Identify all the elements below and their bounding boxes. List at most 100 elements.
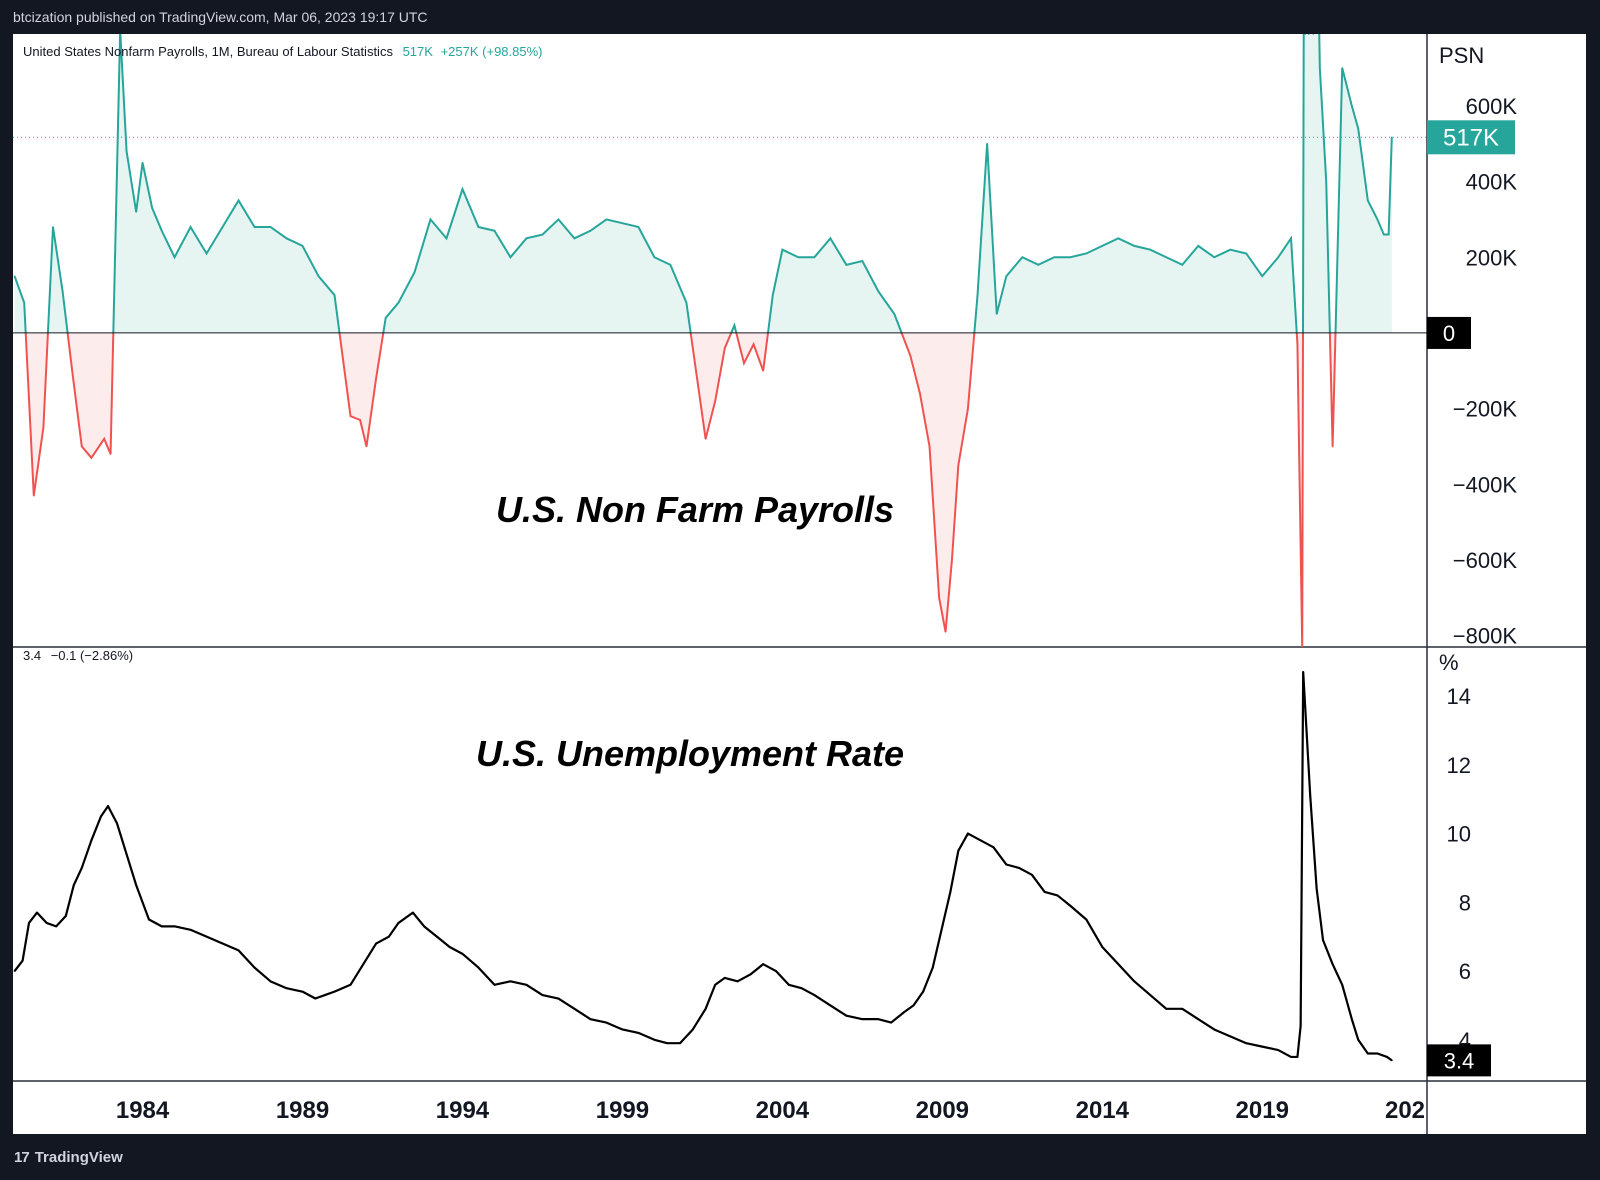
payrolls-point — [1165, 256, 1168, 259]
unemployment-point — [100, 815, 102, 818]
unemployment-point — [107, 805, 109, 807]
payrolls-point — [1367, 199, 1369, 202]
unemployment-point — [160, 925, 163, 928]
unemployment-point — [762, 963, 765, 966]
publication-header: btcization published on TradingView.com,… — [0, 0, 1600, 34]
annotations: U.S. Non Farm Payrolls U.S. Unemployment… — [476, 489, 904, 774]
payrolls-point — [1383, 233, 1385, 236]
chart-frame — [13, 34, 1586, 1134]
payrolls-point — [1301, 646, 1304, 647]
payrolls-point — [743, 362, 745, 365]
unemployment-point — [1031, 873, 1033, 876]
unemployment-line — [13, 670, 1393, 1062]
unemployment-point — [1101, 946, 1104, 948]
x-tick-label: 1989 — [276, 1097, 329, 1124]
payrolls-point — [285, 237, 288, 240]
chart-panel: PSN 600K 400K 200K −200K −400K −600K −800K 0 517K… — [13, 34, 1586, 1134]
payrolls-point — [928, 445, 931, 448]
payrolls-point — [13, 275, 16, 277]
payrolls-point — [1391, 136, 1393, 139]
payrolls-point — [173, 256, 176, 259]
payrolls-point — [1351, 105, 1353, 107]
unemployment-point — [189, 928, 192, 931]
unemployment-legend-change: −0.1 (−2.86%) — [50, 648, 134, 663]
tradingview-logo[interactable]: 17 TradingView — [14, 1149, 123, 1166]
payrolls-y-tick: 600K — [1466, 94, 1518, 119]
payrolls-point — [1290, 237, 1292, 240]
payrolls-point — [1053, 256, 1056, 259]
unemployment-point — [890, 1021, 893, 1024]
payrolls-point — [103, 438, 105, 440]
payrolls-point — [237, 199, 240, 202]
payrolls-point — [986, 142, 988, 145]
payrolls-positive-fill — [14, 34, 1392, 333]
payrolls-point — [384, 316, 387, 319]
unemployment-y-tick: 14 — [1447, 684, 1471, 709]
unemployment-point — [1005, 863, 1008, 866]
unemployment-point — [877, 1018, 880, 1021]
payrolls-pane[interactable]: PSN 600K 400K 200K −200K −400K −600K −800K 0 517K — [13, 34, 1517, 649]
unemployment-point — [80, 867, 83, 869]
payrolls-point — [938, 597, 940, 599]
payrolls-point — [1245, 252, 1248, 255]
payrolls-point — [637, 226, 640, 228]
unemployment-point — [173, 925, 176, 928]
unemployment-point — [333, 990, 336, 993]
unemployment-point — [941, 925, 944, 928]
unemployment-point — [116, 822, 118, 825]
unemployment-point — [1322, 939, 1324, 942]
unemployment-point — [1245, 1042, 1248, 1045]
unemployment-point — [1213, 1028, 1216, 1031]
unemployment-y-tick: 12 — [1447, 753, 1471, 778]
unemployment-point — [829, 1004, 832, 1007]
unemployment-point — [477, 966, 480, 969]
unemployment-point — [525, 983, 528, 986]
unemployment-point — [787, 983, 790, 986]
unemployment-last-label: 3.4 — [1444, 1048, 1475, 1073]
payrolls-last-badge — [1427, 120, 1515, 155]
payrolls-point — [669, 264, 672, 266]
unemployment-point — [314, 997, 317, 1000]
payrolls-y-tick: 400K — [1466, 170, 1518, 195]
unemployment-point — [237, 949, 240, 952]
unemployment-point — [1229, 1035, 1232, 1038]
payrolls-point — [151, 207, 153, 209]
payrolls-point — [957, 464, 960, 467]
payrolls-point — [493, 229, 496, 232]
payrolls-point — [909, 354, 912, 357]
payrolls-point — [189, 226, 192, 228]
unemployment-point — [1056, 894, 1059, 897]
payrolls-point — [1304, 34, 1307, 35]
unemployment-point — [1133, 980, 1136, 983]
payrolls-point — [23, 301, 25, 304]
unemployment-point — [1069, 904, 1072, 907]
payrolls-point — [253, 226, 256, 228]
x-tick-label: 1999 — [596, 1097, 649, 1124]
payrolls-point — [605, 218, 608, 221]
payrolls-point — [1197, 245, 1200, 247]
payrolls-point — [781, 248, 784, 251]
payrolls-legend: United States Nonfarm Payrolls, 1M, Bure… — [23, 44, 542, 59]
payrolls-point — [1213, 256, 1216, 259]
unemployment-point — [205, 935, 208, 938]
payrolls-point — [557, 218, 560, 221]
payrolls-point — [752, 343, 755, 346]
payrolls-series-name: United States Nonfarm Payrolls, 1M, Bure… — [23, 44, 393, 59]
unemployment-point — [1341, 983, 1344, 986]
unemployment-point — [45, 922, 48, 924]
payrolls-point — [1312, 34, 1315, 35]
unemployment-point — [36, 911, 38, 914]
payrolls-point — [1021, 256, 1024, 259]
payrolls-point — [541, 233, 544, 236]
unemployment-last-badge — [1427, 1044, 1491, 1077]
payrolls-point — [359, 419, 361, 421]
chart-svg[interactable]: PSN 600K 400K 200K −200K −400K −600K −800K 0 517K… — [13, 34, 1586, 1134]
payrolls-point — [375, 377, 377, 380]
unemployment-point — [949, 891, 952, 893]
payrolls-point — [995, 313, 998, 315]
unemployment-point — [221, 942, 224, 945]
unemployment-point — [362, 963, 365, 966]
unemployment-point — [28, 922, 30, 924]
unemployment-point — [72, 884, 75, 887]
